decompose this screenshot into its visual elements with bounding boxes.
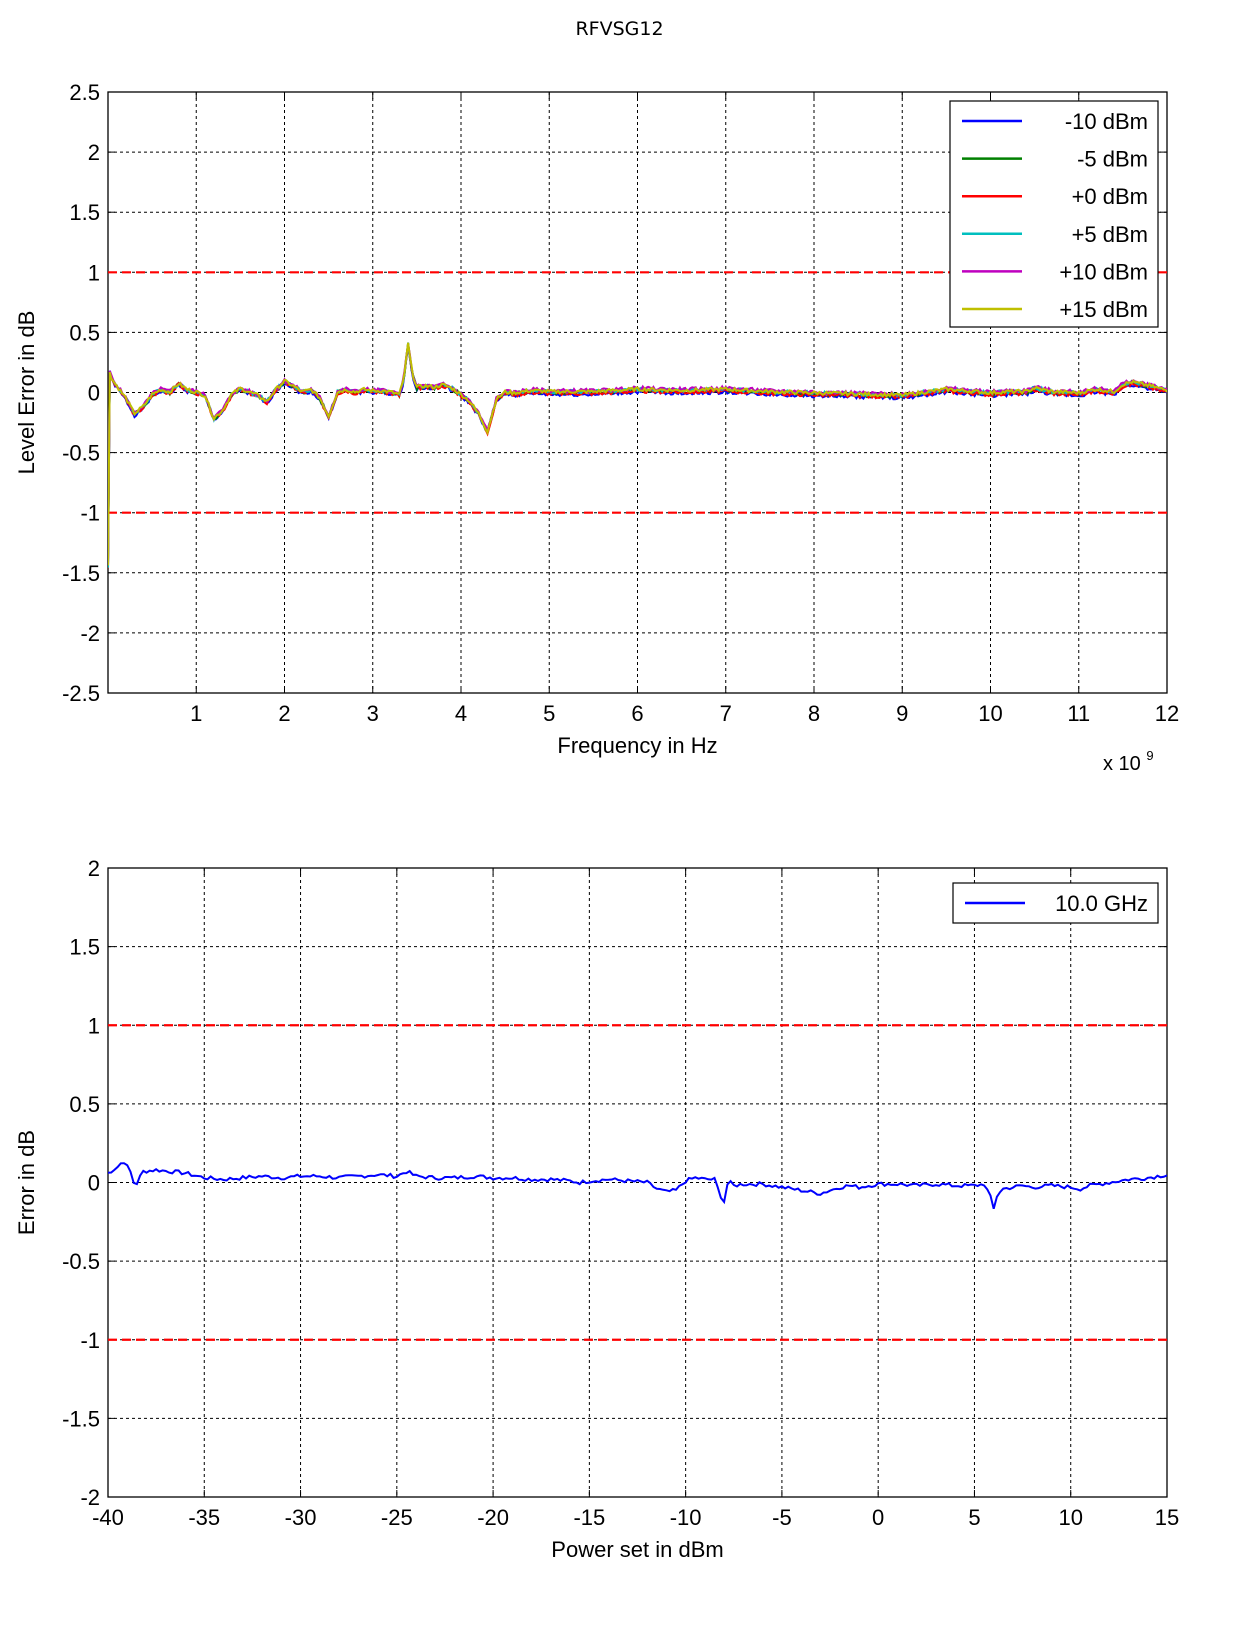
y-tick-label: -1.5 <box>62 561 100 586</box>
x-tick-label: 4 <box>455 701 467 726</box>
x-axis-label: Power set in dBm <box>551 1537 723 1562</box>
series-group <box>108 1162 1167 1210</box>
chart-2: -40 -35 -30 -25 -20 -15 -10 -5 0 5 10 15 2 1.5 1 0.5 0 -0… <box>14 856 1179 1562</box>
x-tick-label: 1 <box>190 701 202 726</box>
y-tick-label: -2 <box>80 1485 100 1510</box>
x-tick-label: 8 <box>808 701 820 726</box>
x-tick-label: -15 <box>573 1505 605 1530</box>
legend-label: +15 dBm <box>1059 297 1148 322</box>
page-title: RFVSG12 <box>575 18 664 40</box>
x-axis-label: Frequency in Hz <box>557 733 717 758</box>
y-tick-label: -1 <box>80 501 100 526</box>
legend-label: 10.0 GHz <box>1055 891 1148 916</box>
x-tick-label: 5 <box>968 1505 980 1530</box>
legend-label: +10 dBm <box>1059 259 1148 284</box>
x-tick-label: -5 <box>772 1505 792 1530</box>
x-tick-label: 6 <box>631 701 643 726</box>
legend-label: +5 dBm <box>1072 222 1148 247</box>
legend: 10.0 GHz <box>952 882 1159 924</box>
x-tick-label: -20 <box>477 1505 509 1530</box>
legend-box <box>949 100 1159 328</box>
legend-label: -5 dBm <box>1077 147 1148 172</box>
x-tick-label: -40 <box>92 1505 124 1530</box>
y-tick-label: 0.5 <box>69 320 100 345</box>
x-tick-label: 12 <box>1155 701 1179 726</box>
series-line <box>108 1162 1167 1210</box>
series-line <box>108 342 1167 566</box>
x-tick-label: -10 <box>670 1505 702 1530</box>
legend-label: -10 dBm <box>1065 109 1148 134</box>
x-tick-label: 10 <box>1058 1505 1082 1530</box>
x-multiplier-label: x 10 9 <box>1103 748 1154 775</box>
x-tick-label: 7 <box>720 701 732 726</box>
legend-label: +0 dBm <box>1072 184 1148 209</box>
x-tick-label: 11 <box>1067 701 1090 726</box>
x-tick-label: 9 <box>896 701 908 726</box>
y-tick-label: 1.5 <box>69 935 100 960</box>
x-tick-label: -30 <box>285 1505 317 1530</box>
y-tick-label: 2.5 <box>69 80 100 105</box>
y-tick-label: 1.5 <box>69 200 100 225</box>
x-tick-label: 5 <box>543 701 555 726</box>
y-tick-label: 0.5 <box>69 1092 100 1117</box>
y-axis-label: Level Error in dB <box>14 311 39 475</box>
y-tick-label: 1 <box>88 1013 100 1038</box>
x-tick-label: -25 <box>381 1505 413 1530</box>
legend: -10 dBm -5 dBm +0 dBm +5 dBm +10 dBm +15 dBm <box>949 100 1159 328</box>
y-tick-label: -2.5 <box>62 681 100 706</box>
x-tick-label: 10 <box>978 701 1002 726</box>
x-multiplier-exponent: 9 <box>1146 748 1153 763</box>
x-tick-label: 0 <box>872 1505 884 1530</box>
y-tick-label: -1 <box>80 1328 100 1353</box>
y-tick-label: 2 <box>88 856 100 881</box>
y-tick-label: -2 <box>80 621 100 646</box>
y-tick-label: 0 <box>88 381 100 406</box>
x-tick-label: -35 <box>188 1505 220 1530</box>
x-tick-label: 3 <box>367 701 379 726</box>
y-tick-label: -1.5 <box>62 1406 100 1431</box>
y-tick-label: 2 <box>88 140 100 165</box>
y-tick-label: 0 <box>88 1171 100 1196</box>
x-tick-label: 15 <box>1155 1505 1179 1530</box>
y-tick-label: 1 <box>88 260 100 285</box>
x-tick-label: 2 <box>278 701 290 726</box>
y-axis-label: Error in dB <box>14 1130 39 1235</box>
chart-1: 1 2 3 4 5 6 7 8 9 10 11 122.521.510.50-0.5-1-1.5-2-… <box>14 80 1179 775</box>
y-tick-label: -0.5 <box>62 1249 100 1274</box>
y-tick-label: -0.5 <box>62 441 100 466</box>
series-group <box>108 342 1167 569</box>
